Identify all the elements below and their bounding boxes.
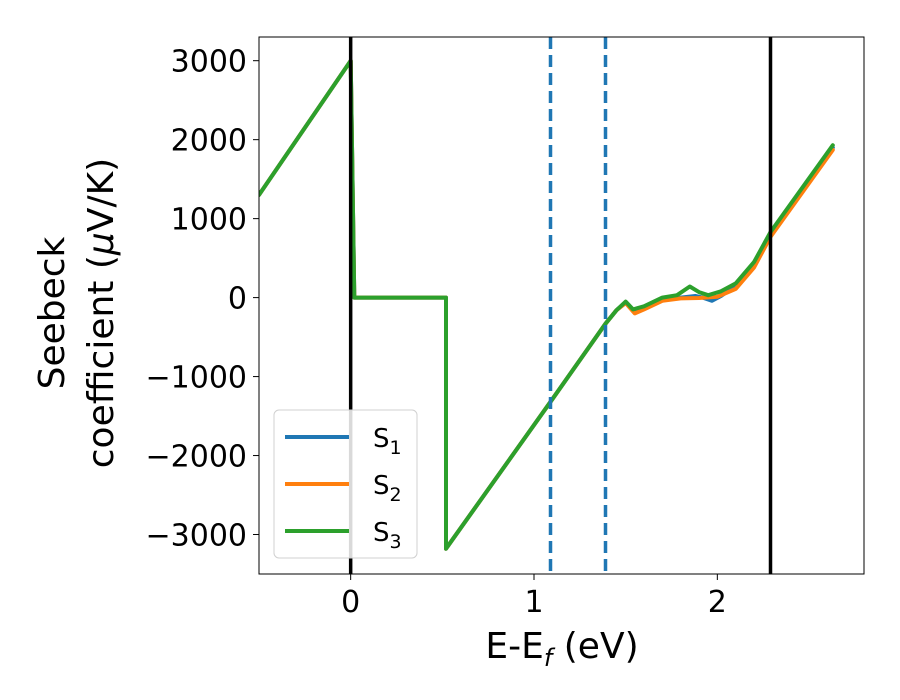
plot-area	[259, 37, 835, 574]
legend-label-s1: S1	[373, 424, 402, 459]
y-tick-label: −3000	[146, 519, 247, 554]
y-tick-label: 2000	[171, 124, 247, 159]
y-tick-label: 3000	[171, 45, 247, 80]
y-axis: 3000 2000 1000 0 −1000 −2000 −3000	[146, 45, 259, 554]
y-tick-label: 1000	[171, 203, 247, 238]
y-tick-label: 0	[228, 282, 247, 317]
y-tick-label: −2000	[146, 440, 247, 475]
legend: S1 S2 S3	[273, 409, 418, 559]
x-tick-label: 1	[524, 585, 543, 620]
x-tick-label: 0	[341, 585, 360, 620]
x-axis-label-main: E-E	[485, 626, 543, 667]
y-tick-label: −1000	[146, 361, 247, 396]
y-axis-label-line1: Seebeck	[32, 236, 73, 389]
x-axis-label-unit: (eV)	[552, 626, 638, 667]
y-axis-label-line2: coefficient (μV/K)	[81, 158, 122, 468]
legend-label-s2: S2	[373, 471, 402, 506]
series-line-s3	[259, 58, 835, 551]
y-axis-label-mu: μ	[81, 232, 122, 256]
x-axis-label: E-Ef (eV)	[485, 626, 638, 672]
legend-label-s3: S3	[373, 518, 402, 553]
y-axis-label-unit: V/K)	[81, 158, 122, 232]
plot-content	[259, 37, 835, 574]
x-axis: 0 1 2	[341, 574, 727, 620]
axes-frame	[258, 36, 865, 575]
x-tick-label: 2	[708, 585, 727, 620]
y-axis-label-prefix: coefficient (	[81, 255, 122, 468]
